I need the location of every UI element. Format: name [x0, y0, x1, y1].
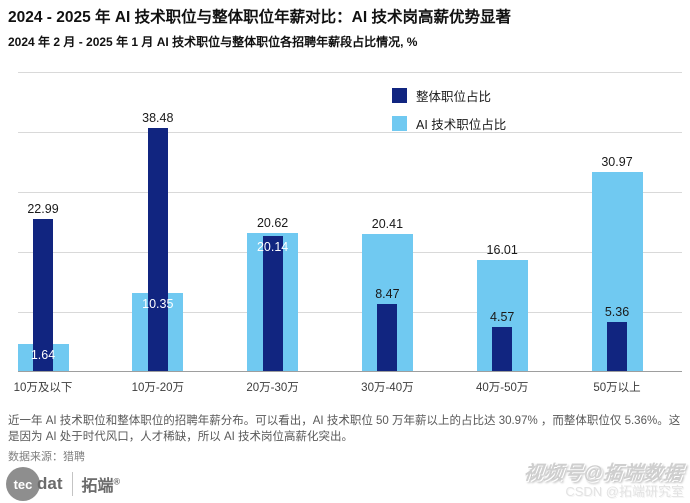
legend-swatch: [392, 116, 407, 131]
bar-overall-positions: [33, 219, 53, 371]
value-label: 5.36: [604, 305, 630, 320]
chart-legend: 整体职位占比 AI 技术职位占比: [392, 86, 506, 142]
tecdat-logo-suffix: dat: [37, 474, 63, 493]
x-axis-tick-label: 10万-20万: [131, 382, 185, 394]
value-label: 22.99: [27, 202, 59, 216]
bar-overall-positions: [377, 304, 398, 371]
bar-overall-positions: [492, 326, 513, 371]
chart-subtitle: 2024 年 2 月 - 2025 年 1 月 AI 技术职位与整体职位各招聘年…: [8, 35, 418, 49]
value-label: 10.35: [142, 297, 174, 312]
brand-text: 拓端: [81, 478, 114, 495]
bar-overall-positions: [147, 128, 168, 371]
value-label: 20.41: [371, 217, 404, 232]
bar-overall-positions: [607, 322, 627, 371]
logo-divider: [71, 472, 73, 496]
gridline: [18, 192, 682, 193]
watermark-sub-text: CSDN @拓端研究室: [565, 484, 684, 499]
legend-swatch: [392, 88, 407, 103]
value-label: 20.14: [256, 239, 289, 254]
x-axis-tick-label: 20万-30万: [246, 382, 299, 394]
value-label: 20.62: [256, 215, 289, 230]
tecdat-brand-name: 拓端®: [82, 472, 121, 496]
bar-overall-positions: [262, 235, 283, 371]
x-axis-tick-label: 50万以上: [593, 382, 641, 394]
gridline: [18, 72, 682, 73]
value-label: 38.48: [142, 111, 174, 126]
x-axis-tick-label: 10万及以下: [13, 382, 73, 394]
chart-footnote: 近一年 AI 技术职位和整体职位的招聘年薪分布。可以看出，AI 技术职位 50 …: [8, 415, 681, 443]
watermark: 视频号@拓端数据 CSDN @拓端研究室: [523, 458, 685, 500]
x-axis-tick-label: 30万-40万: [361, 382, 414, 394]
registered-mark: ®: [113, 476, 121, 487]
x-axis-tick-label: 40万-50万: [475, 382, 529, 394]
legend-label: 整体职位占比: [416, 90, 492, 104]
legend-item: AI 技术职位占比: [392, 114, 506, 133]
legend-item: 整体职位占比: [392, 86, 506, 105]
chart-title: 2024 - 2025 年 AI 技术职位与整体职位年薪对比：AI 技术岗高薪优…: [8, 9, 511, 26]
x-axis-line: [18, 371, 682, 372]
value-label: 4.57: [490, 309, 515, 324]
watermark-main-text: 视频号@拓端数据: [523, 463, 685, 484]
legend-label: AI 技术职位占比: [416, 118, 507, 132]
gridline: [18, 312, 682, 313]
bar-chart-plot-area: 22.99 1.64 38.48 10.35 20.14 20.62 8.47 20.41 4.…: [17, 72, 682, 372]
data-source-label: 数据来源：猎聘: [8, 451, 85, 463]
value-label: 16.01: [486, 242, 518, 257]
gridline: [18, 252, 682, 253]
gridline: [18, 132, 682, 133]
value-label: 8.47: [375, 287, 400, 302]
tecdat-logo-circle: tec: [6, 467, 40, 501]
value-label: 1.64: [30, 348, 56, 362]
tecdat-logo: tec dat 拓端®: [6, 467, 120, 501]
value-label: 30.97: [601, 155, 633, 170]
